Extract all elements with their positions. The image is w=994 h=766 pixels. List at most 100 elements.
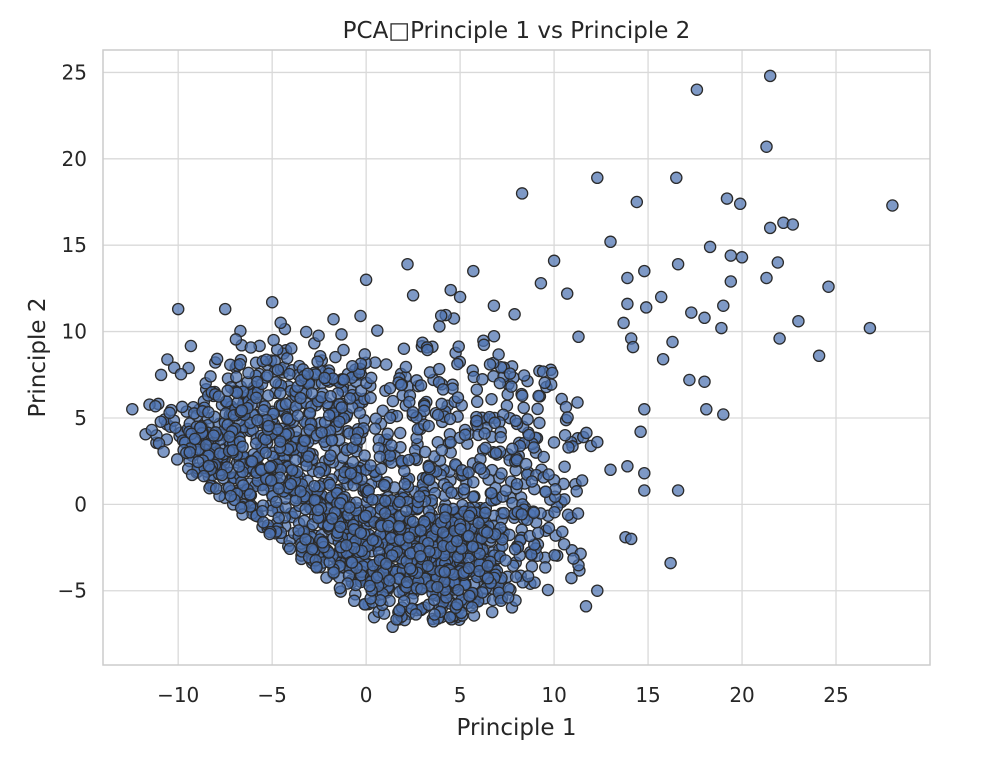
scatter-point bbox=[792, 314, 805, 328]
scatter-point bbox=[264, 474, 278, 487]
scatter-point bbox=[428, 608, 441, 621]
scatter-point bbox=[207, 429, 220, 442]
scatter-point bbox=[470, 395, 484, 409]
scatter-point bbox=[409, 608, 423, 621]
scatter-point bbox=[346, 359, 359, 373]
scatter-point bbox=[515, 508, 529, 521]
scatter-point bbox=[299, 502, 312, 516]
scatter-point bbox=[560, 287, 574, 300]
scatter-point bbox=[534, 276, 548, 290]
scatter-point bbox=[379, 557, 393, 570]
scatter-point bbox=[400, 575, 414, 589]
scatter-point bbox=[163, 406, 176, 420]
scatter-point bbox=[299, 325, 313, 339]
scatter-point bbox=[863, 321, 877, 335]
scatter-point bbox=[547, 436, 561, 449]
scatter-point bbox=[185, 468, 199, 482]
scatter-point bbox=[421, 343, 434, 357]
scatter-point bbox=[311, 355, 324, 368]
scatter-point bbox=[671, 484, 685, 497]
scatter-point bbox=[477, 338, 491, 352]
scatter-point bbox=[354, 526, 368, 540]
scatter-point bbox=[638, 403, 651, 416]
scatter-point bbox=[393, 426, 407, 440]
scatter-point bbox=[284, 477, 298, 491]
scatter-point bbox=[505, 380, 518, 393]
scatter-point bbox=[343, 392, 357, 405]
scatter-point bbox=[451, 391, 465, 404]
scatter-point bbox=[310, 561, 323, 574]
scatter-point bbox=[169, 421, 182, 434]
scatter-point bbox=[273, 387, 287, 400]
scatter-point bbox=[481, 559, 494, 573]
scatter-point bbox=[527, 506, 541, 519]
scatter-point bbox=[363, 579, 376, 593]
scatter-point bbox=[232, 460, 246, 473]
scatter-point bbox=[501, 591, 515, 604]
scatter-point bbox=[414, 524, 427, 537]
scatter-point bbox=[345, 556, 359, 569]
scatter-point bbox=[479, 441, 492, 455]
scatter-point bbox=[403, 395, 416, 409]
y-tick-label: 0 bbox=[74, 492, 87, 516]
scatter-point bbox=[445, 486, 458, 499]
scatter-point bbox=[329, 350, 342, 364]
scatter-point bbox=[371, 324, 384, 337]
scatter-point bbox=[274, 316, 287, 330]
scatter-point bbox=[364, 371, 378, 385]
scatter-point bbox=[333, 581, 347, 595]
scatter-point bbox=[556, 525, 569, 539]
scatter-point bbox=[533, 416, 546, 430]
scatter-point bbox=[418, 445, 432, 459]
scatter-point bbox=[262, 419, 275, 433]
scatter-point bbox=[630, 195, 644, 209]
scatter-point bbox=[462, 561, 476, 575]
scatter-point bbox=[591, 171, 604, 185]
x-tick-label: 0 bbox=[360, 683, 373, 707]
scatter-point bbox=[457, 483, 471, 496]
scatter-point bbox=[271, 363, 285, 377]
scatter-point bbox=[245, 455, 259, 468]
scatter-point bbox=[670, 171, 683, 185]
scatter-point bbox=[157, 445, 170, 458]
scatter-point bbox=[327, 566, 340, 579]
scatter-point bbox=[325, 512, 339, 525]
scatter-point bbox=[366, 493, 379, 506]
scatter-point bbox=[685, 306, 698, 319]
scatter-point bbox=[399, 504, 413, 518]
scatter-point bbox=[233, 358, 247, 371]
scatter-point bbox=[493, 376, 507, 390]
scatter-point bbox=[154, 368, 168, 382]
scatter-point bbox=[354, 309, 367, 323]
scatter-point bbox=[285, 464, 299, 477]
scatter-point bbox=[451, 357, 464, 371]
scatter-point bbox=[452, 340, 465, 353]
scatter-point bbox=[381, 427, 394, 441]
scatter-point bbox=[683, 373, 696, 387]
scatter-point bbox=[386, 394, 400, 408]
scatter-point bbox=[591, 435, 604, 449]
scatter-point bbox=[267, 333, 280, 347]
scatter-point bbox=[537, 450, 550, 464]
scatter-point bbox=[760, 271, 773, 285]
scatter-point bbox=[724, 275, 738, 288]
scatter-point bbox=[283, 542, 297, 556]
scatter-point bbox=[720, 192, 734, 205]
scatter-point bbox=[545, 366, 559, 380]
scatter-point bbox=[318, 371, 331, 385]
scatter-point bbox=[325, 434, 339, 447]
scatter-point bbox=[591, 584, 604, 597]
scatter-point bbox=[654, 290, 668, 304]
scatter-point bbox=[299, 533, 312, 546]
scatter-point bbox=[364, 459, 377, 472]
scatter-point bbox=[690, 83, 704, 96]
scatter-point bbox=[479, 506, 492, 520]
scatter-point bbox=[305, 387, 319, 400]
scatter-point bbox=[541, 583, 555, 597]
scatter-point bbox=[487, 299, 501, 312]
scatter-point bbox=[531, 402, 544, 416]
scatter-point bbox=[422, 473, 436, 487]
scatter-point bbox=[433, 320, 446, 333]
scatter-point bbox=[322, 409, 336, 422]
scatter-point bbox=[580, 426, 593, 440]
